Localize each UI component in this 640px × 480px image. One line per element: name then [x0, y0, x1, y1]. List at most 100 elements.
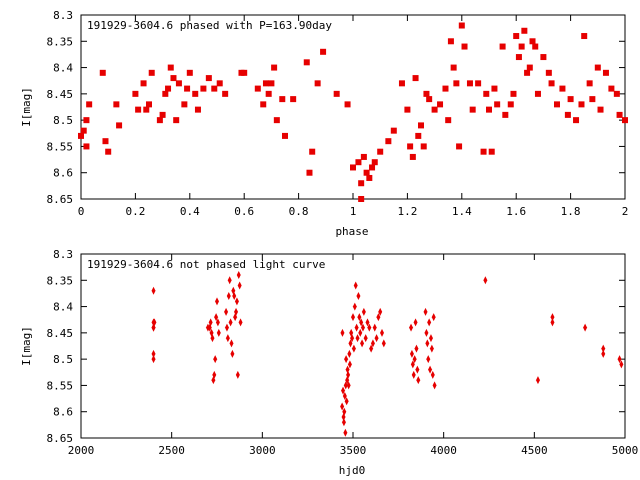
data-point [550, 313, 555, 322]
data-point [135, 106, 142, 113]
data-point [418, 122, 424, 129]
data-point [228, 318, 233, 327]
x-tick-label: 2000 [68, 444, 95, 457]
x-tick-label: 1 [350, 205, 357, 218]
y-tick-label: 8.65 [47, 193, 74, 206]
data-point [212, 370, 217, 379]
data-point [411, 370, 416, 379]
data-point [535, 376, 540, 385]
y-tick-label: 8.45 [47, 327, 74, 340]
data-point [344, 101, 351, 108]
data-point [407, 143, 414, 150]
y-tick-label: 8.6 [53, 167, 73, 180]
x-tick-label: 0.6 [234, 205, 254, 218]
data-point [366, 174, 373, 181]
data-point [224, 323, 229, 332]
data-point [306, 169, 313, 176]
data-point [359, 318, 364, 327]
data-point [622, 117, 628, 124]
data-point [113, 101, 120, 108]
data-point [420, 143, 427, 150]
data-point [105, 148, 112, 155]
y-axis-label: I[mag] [20, 326, 33, 366]
y-tick-label: 8.5 [53, 353, 73, 366]
x-tick-label: 2500 [158, 444, 185, 457]
data-point [343, 428, 348, 437]
data-point [581, 33, 588, 40]
data-point [361, 307, 366, 316]
data-point [586, 80, 593, 87]
chart-title: 191929-3604.6 phased with P=163.90day [87, 19, 332, 32]
data-point [213, 355, 218, 364]
data-point [230, 349, 235, 358]
data-point [414, 344, 419, 353]
data-point [225, 334, 230, 343]
x-axis-label: phase [335, 225, 368, 238]
data-point [353, 281, 358, 290]
x-tick-label: 4500 [521, 444, 548, 457]
x-axis-ticks: 2000 2500 3000 3500 4000 4500 5000 [68, 254, 638, 457]
data-point [413, 318, 418, 327]
y-tick-label: 8.35 [47, 35, 74, 48]
data-point [214, 313, 219, 322]
data-point [385, 138, 392, 145]
data-point [216, 80, 223, 87]
data-point [377, 148, 384, 155]
data-point [184, 85, 191, 92]
data-point [83, 117, 90, 124]
data-point [363, 334, 368, 343]
data-point [86, 101, 93, 108]
data-point [351, 344, 356, 353]
data-point [156, 117, 163, 124]
data-point [380, 328, 385, 337]
data-point [241, 69, 248, 76]
data-point [428, 334, 433, 343]
data-point [175, 80, 182, 87]
data-point [205, 75, 212, 82]
x-axis-ticks: 0 0.2 0.4 0.6 0.8 1 1.2 1.4 1.6 1.8 2 [78, 15, 628, 218]
data-point [376, 313, 381, 322]
data-point [367, 323, 372, 332]
plot-frame [80, 14, 626, 200]
y-axis-label: I[mag] [20, 87, 33, 127]
x-tick-label: 1.4 [452, 205, 472, 218]
data-point [215, 318, 220, 327]
data-point [360, 153, 367, 160]
data-point [524, 69, 531, 76]
y-tick-label: 8.65 [47, 432, 74, 445]
data-point [314, 80, 321, 87]
data-point [234, 297, 239, 306]
phased-light-curve-panel: 8.38.358.48.458.58.558.68.65 0 0.2 0.4 0.6 0… [20, 9, 628, 238]
data-point [608, 85, 615, 92]
data-point [215, 297, 219, 306]
data-point [597, 106, 604, 113]
data-point [350, 164, 356, 171]
data-point [548, 80, 555, 87]
data-point [431, 106, 438, 113]
data-point [351, 313, 355, 322]
data-point [282, 132, 288, 139]
data-point [409, 153, 416, 160]
data-point [355, 159, 362, 166]
x-tick-label: 0 [78, 205, 85, 218]
data-point [450, 64, 457, 71]
data-point [447, 38, 454, 45]
data-point [346, 370, 351, 379]
x-tick-label: 3000 [249, 444, 276, 457]
data-point [235, 370, 240, 379]
data-point [347, 360, 352, 369]
data-point [78, 132, 84, 139]
data-point [234, 307, 239, 316]
data-point [238, 318, 243, 327]
y-tick-label: 8.45 [47, 88, 74, 101]
data-point [432, 381, 437, 390]
data-point [354, 323, 359, 332]
data-point [358, 328, 363, 337]
data-point [343, 381, 348, 390]
data-point [589, 96, 596, 103]
data-point [102, 138, 109, 145]
data-point [226, 292, 231, 301]
data-point [140, 80, 147, 87]
data-point [83, 143, 90, 150]
